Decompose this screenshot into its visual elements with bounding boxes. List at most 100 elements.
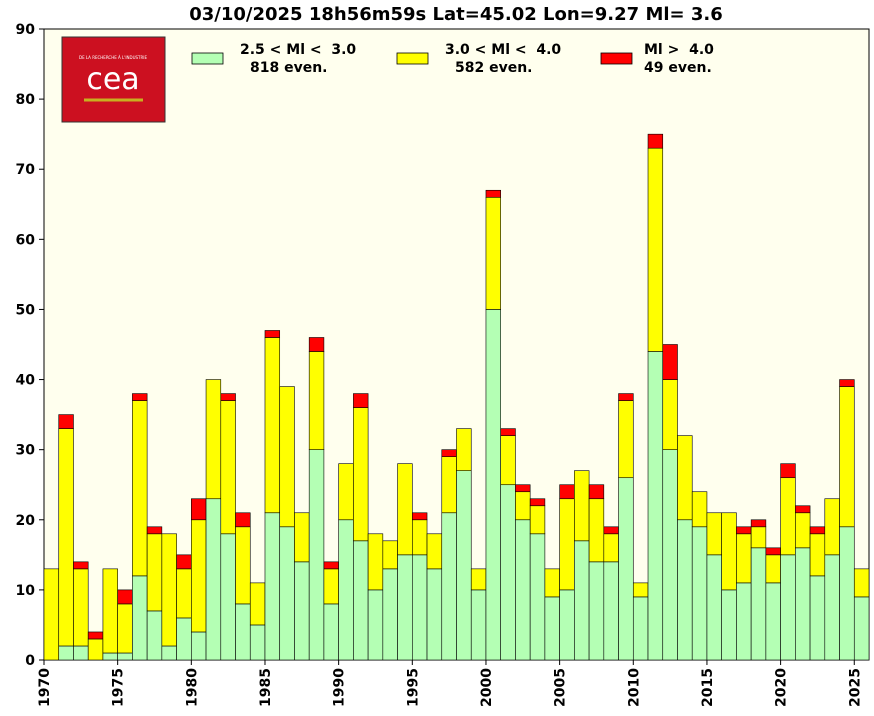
bar-1978-mid: [161, 533, 177, 647]
bar-1980-low: [191, 631, 207, 661]
bar-2012-mid: [662, 379, 678, 450]
bar-2002-mid: [515, 491, 531, 521]
bar-2007-high: [588, 484, 605, 500]
bar-1982-mid: [220, 400, 236, 535]
bar-2005-mid: [559, 498, 575, 591]
bar-2022-low: [809, 575, 826, 661]
bar-2005-low: [559, 589, 575, 661]
bar-1995-mid: [411, 519, 428, 556]
bar-1986-low: [279, 526, 295, 661]
bar-2004-mid: [544, 568, 560, 598]
bar-1978-low: [161, 645, 177, 661]
bar-1975-low: [117, 652, 133, 661]
bar-1972-high: [73, 561, 89, 570]
bar-1989-high: [323, 561, 339, 570]
bars-group: [43, 133, 870, 661]
bar-2008-high: [603, 526, 619, 535]
bar-2015-low: [706, 554, 722, 661]
bar-2011-mid: [647, 147, 664, 352]
bar-1972-mid: [73, 568, 89, 647]
bar-1981-mid: [205, 379, 222, 500]
bar-1992-low: [367, 589, 384, 661]
bar-2004-low: [544, 596, 560, 661]
bar-2023-mid: [824, 498, 840, 556]
bar-2015-mid: [706, 512, 722, 556]
bar-1985-high: [264, 330, 281, 338]
legend-swatch-mid: [396, 52, 429, 65]
y-tick-label-60: 60: [16, 232, 36, 248]
bar-1998-mid: [456, 428, 472, 472]
bar-2021-mid: [795, 512, 811, 549]
bar-1979-high: [176, 554, 192, 570]
bar-1998-low: [456, 470, 472, 661]
bar-1976-high: [132, 393, 148, 401]
bar-2001-low: [500, 484, 516, 661]
legend-label-high: Ml > 4.0: [644, 42, 714, 58]
bar-1979-low: [176, 617, 192, 661]
bar-1988-low: [308, 449, 325, 661]
bar-2024-mid: [839, 386, 855, 528]
bar-1985-low: [264, 512, 281, 661]
legend-swatch-high: [600, 52, 633, 65]
y-tick-label-20: 20: [16, 513, 36, 529]
bar-1983-low: [235, 603, 251, 661]
x-tick-label-2025: 2025: [847, 668, 863, 707]
x-tick-label-1990: 1990: [332, 668, 348, 707]
bar-1999-low: [470, 589, 487, 661]
bar-2002-low: [515, 519, 531, 661]
bar-2002-high: [515, 484, 531, 493]
bar-1983-high: [235, 512, 251, 528]
x-tick-label-1975: 1975: [111, 668, 127, 707]
bar-2003-mid: [529, 505, 546, 535]
bar-1994-mid: [397, 463, 413, 556]
bar-2003-low: [529, 533, 546, 661]
bar-2018-high: [750, 519, 767, 528]
bar-2011-high: [647, 133, 664, 149]
bar-2019-mid: [765, 554, 781, 584]
bar-1985-mid: [264, 337, 281, 514]
x-tick-label-2000: 2000: [479, 668, 495, 707]
bar-2016-mid: [721, 512, 737, 591]
bar-1971-mid: [58, 428, 74, 647]
bar-2024-low: [839, 526, 855, 661]
bar-2012-low: [662, 449, 678, 661]
y-tick-label-0: 0: [25, 653, 35, 669]
bar-1987-mid: [294, 512, 310, 563]
cea-logo: DE LA RECHERCHE À L'INDUSTRIE cea: [61, 36, 166, 123]
bar-1971-low: [58, 645, 74, 661]
logo-caption: DE LA RECHERCHE À L'INDUSTRIE: [79, 55, 147, 60]
legend-swatch-low: [191, 52, 224, 65]
bar-2017-low: [736, 582, 752, 661]
bar-1977-low: [146, 610, 163, 661]
bar-1982-low: [220, 533, 236, 661]
x-tick-label-1970: 1970: [37, 668, 53, 707]
y-tick-label-50: 50: [16, 302, 36, 318]
logo-text: cea: [86, 62, 139, 97]
bar-2001-mid: [500, 435, 516, 486]
bar-2008-low: [603, 561, 619, 661]
bar-2013-mid: [677, 435, 693, 521]
y-tick-label-30: 30: [16, 443, 36, 459]
bar-2023-low: [824, 554, 840, 661]
bar-2022-mid: [809, 533, 826, 577]
bar-2024-high: [839, 379, 855, 387]
bar-1977-high: [146, 526, 163, 535]
x-tick-label-2015: 2015: [700, 668, 716, 707]
bar-1975-high: [117, 589, 133, 605]
bar-2010-low: [632, 596, 649, 661]
bar-1971-high: [58, 414, 74, 429]
bar-1993-low: [382, 568, 398, 661]
bar-2000-high: [485, 189, 501, 198]
bar-2012-high: [662, 344, 678, 380]
y-tick-label-10: 10: [16, 583, 36, 599]
bar-1984-low: [249, 624, 266, 661]
bar-1991-mid: [353, 407, 369, 542]
x-tick-label-1995: 1995: [405, 668, 421, 707]
bar-1992-mid: [367, 533, 384, 591]
y-axis: 0 10 20 30 40 50 60 70 80 90: [16, 22, 44, 669]
bar-2021-high: [795, 505, 811, 514]
bar-1997-low: [441, 512, 457, 661]
bar-2025-mid: [853, 568, 870, 598]
x-tick-label-2020: 2020: [774, 668, 790, 707]
